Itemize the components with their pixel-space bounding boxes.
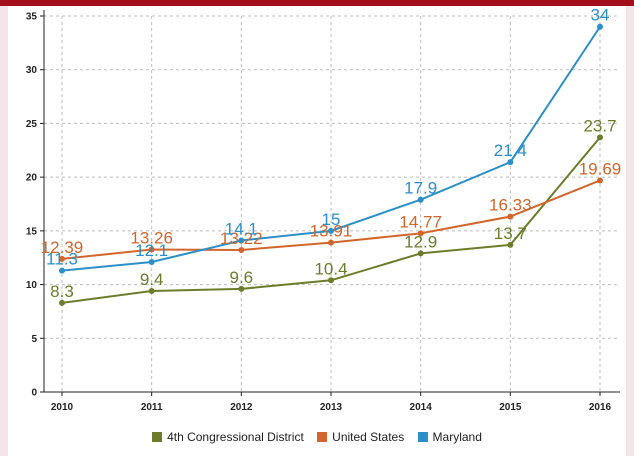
legend-swatch-4th-district [152,432,163,442]
data-point-0 [597,134,603,141]
data-point-2 [597,23,603,30]
data-label-2: 11.3 [46,250,78,269]
data-label-0: 8.3 [50,282,74,301]
legend-label-united-states: United States [332,430,405,444]
y-tick-label: 5 [31,334,37,345]
chart-legend: 4th Congressional District United States… [0,430,634,445]
data-point-0 [59,299,65,306]
top-accent-bar [0,0,634,6]
data-point-0 [328,277,334,284]
data-point-0 [417,250,424,257]
legend-item-4th-district: 4th Congressional District [152,430,304,444]
data-label-1: 13.91 [310,222,353,241]
data-point-1 [328,239,334,246]
data-point-1 [597,177,603,184]
data-point-2 [507,159,514,166]
data-label-1: 13.22 [220,229,263,248]
x-tick-label: 2012 [230,402,253,413]
data-point-1 [238,246,245,253]
x-tick-label: 2014 [410,402,433,413]
y-tick-label: 25 [26,119,38,130]
data-point-0 [238,285,245,292]
data-point-0 [148,288,155,295]
legend-item-united-states: United States [317,430,404,444]
legend-swatch-united-states [317,432,328,442]
data-label-2: 12.1 [135,241,168,260]
data-label-0: 12.9 [404,232,437,251]
x-tick-label: 2015 [499,402,522,413]
data-label-0: 9.4 [140,270,164,289]
data-point-1 [507,213,514,220]
data-label-1: 13.26 [130,229,173,248]
data-point-2 [417,196,424,203]
y-tick-label: 10 [26,280,38,291]
data-point-1 [148,246,155,253]
data-label-0: 13.7 [494,224,527,243]
data-point-0 [507,241,514,248]
y-tick-label: 35 [26,12,38,23]
data-label-2: 17.9 [404,179,437,198]
y-tick-label: 0 [31,388,37,399]
x-tick-label: 2016 [589,402,612,413]
x-tick-label: 2011 [141,402,163,413]
data-label-2: 21.4 [494,141,527,160]
legend-item-maryland: Maryland [417,430,482,444]
data-label-2: 15 [322,210,341,229]
legend-swatch-maryland [417,432,428,442]
x-tick-label: 2010 [51,402,74,413]
data-point-2 [328,227,334,234]
data-label-2: 14.1 [225,220,258,239]
legend-label-4th-district: 4th Congressional District [167,430,304,444]
y-tick-label: 15 [26,226,38,237]
data-label-1: 16.33 [489,196,532,215]
data-label-1: 14.77 [399,212,442,231]
data-label-1: 12.39 [41,238,84,257]
data-label-2: 34 [591,6,610,25]
data-point-2 [238,237,245,244]
legend-label-maryland: Maryland [432,430,482,444]
data-label-0: 9.6 [230,268,254,287]
y-tick-label: 20 [26,173,38,184]
data-point-1 [59,255,65,262]
data-label-0: 10.4 [314,259,347,278]
data-label-1: 19.69 [579,159,622,178]
y-tick-label: 30 [26,65,38,76]
x-tick-label: 2013 [320,402,343,413]
data-point-1 [417,230,424,237]
data-label-0: 23.7 [583,116,616,135]
data-point-2 [59,267,65,274]
data-point-2 [148,259,155,266]
